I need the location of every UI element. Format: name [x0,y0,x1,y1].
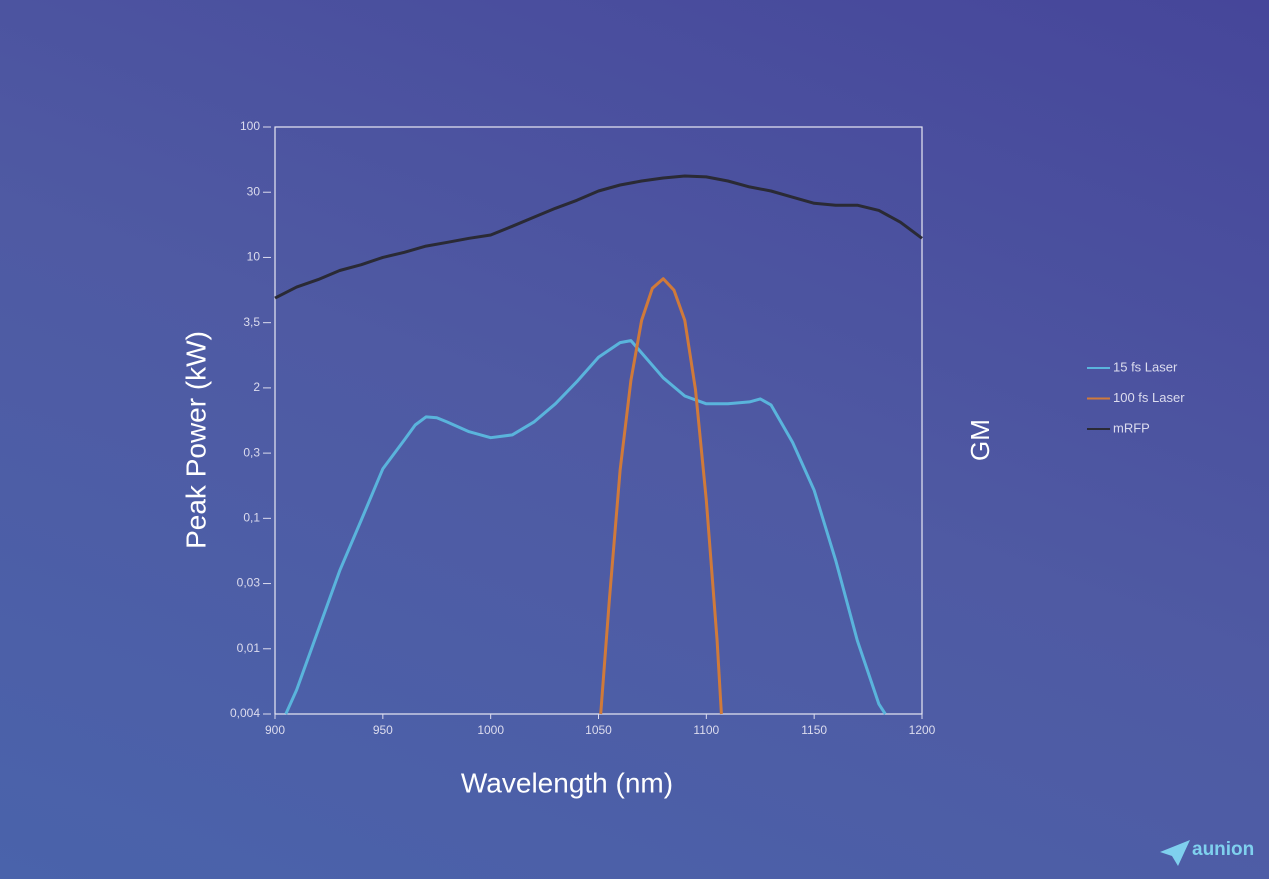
logo-icon [1160,840,1190,866]
y-tick-label: 30 [247,184,261,198]
series-line [274,174,923,300]
y-tick-label: 0,01 [237,641,261,655]
series-line [284,339,887,715]
x-tick-label: 1000 [477,723,504,737]
legend-label: 15 fs Laser [1113,359,1178,374]
plot-frame [274,126,923,715]
y-tick-label: 0,03 [237,576,261,590]
logo: aunion [1160,839,1254,866]
y-tick-label: 2 [253,380,260,394]
logo-text: aunion [1192,839,1254,860]
x-tick-label: 1050 [585,723,612,737]
y-tick-label: 0,004 [230,706,260,720]
x-tick-label: 1150 [801,723,827,737]
x-axis-title: Wavelength (nm) [461,767,673,798]
y-tick-label: 10 [247,250,261,264]
x-tick-label: 950 [373,723,393,737]
y-axis-title: Peak Power (kW) [180,331,211,549]
legend-label: mRFP [1113,420,1150,435]
y-tick-label: 100 [240,119,260,133]
legend-label: 100 fs Laser [1113,390,1185,405]
x-tick-label: 900 [265,723,285,737]
x-tick-label: 1200 [909,723,936,737]
y-tick-label: 0,3 [243,445,260,459]
y2-axis-title: GM [965,419,995,461]
y-tick-label: 0,1 [243,511,260,525]
y-tick-label: 3,5 [243,315,260,329]
series-line [599,277,723,715]
x-tick-label: 1100 [693,723,719,737]
